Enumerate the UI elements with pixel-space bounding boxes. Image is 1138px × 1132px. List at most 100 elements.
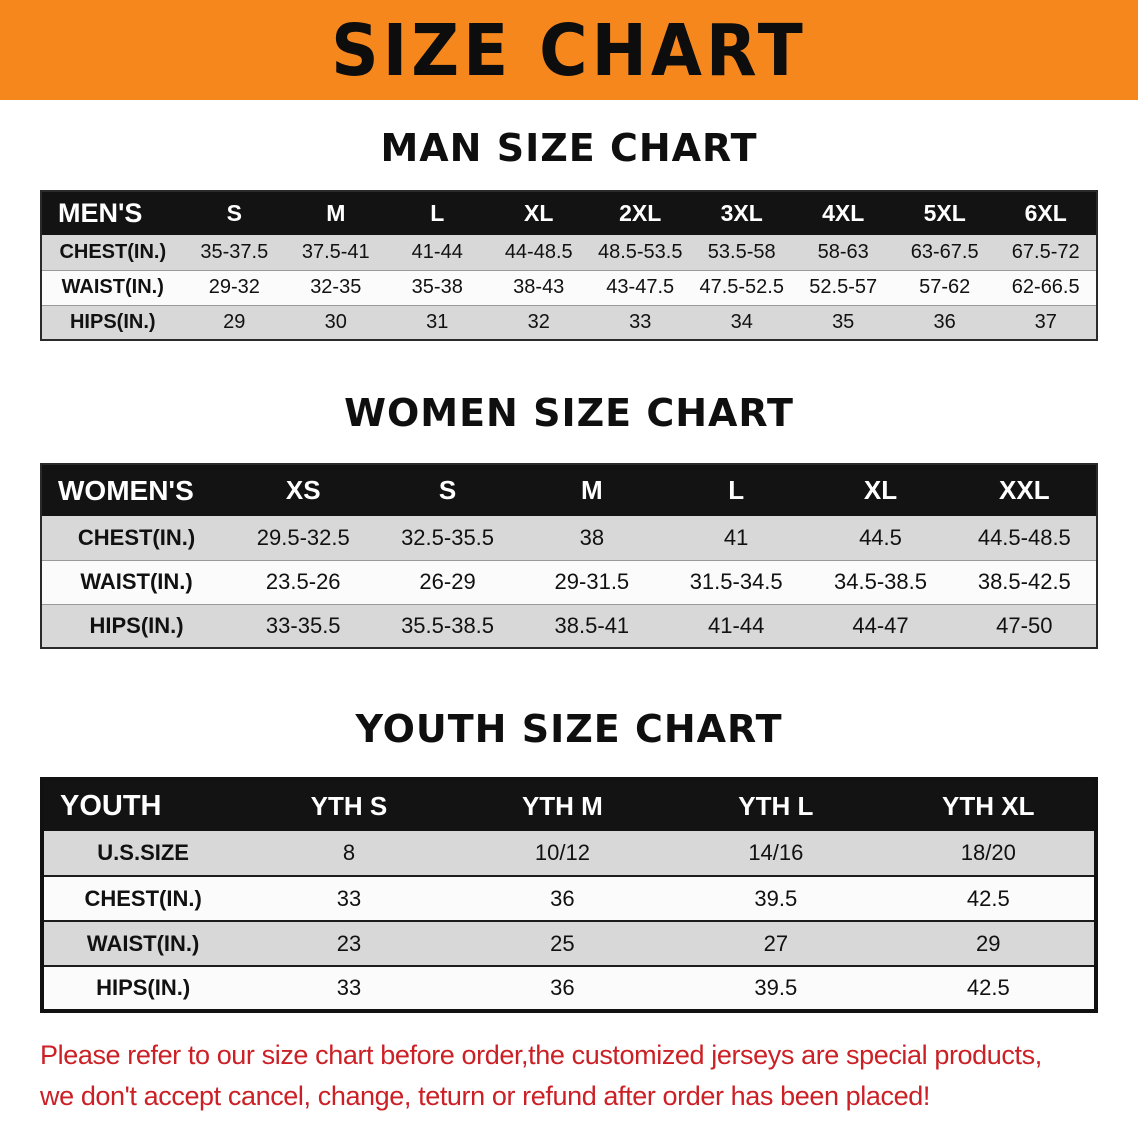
size-value: 44.5 xyxy=(859,524,902,550)
men-section-title: MAN SIZE CHART xyxy=(380,126,758,170)
size-value: 35-37.5 xyxy=(200,240,269,263)
size-value: 35.5-38.5 xyxy=(401,612,495,638)
row-label: U.S.SIZE xyxy=(97,840,189,865)
men-measurement-row: HIPS(IN.) 29 30 31 32 33 34 35 36 37 xyxy=(41,305,1097,340)
women-size-table: WOMEN'S XS S M L XL XXL CHEST(IN.) 29.5-32.5 32.5… xyxy=(40,463,1098,649)
men-table-group-label: MEN'S xyxy=(41,191,184,235)
size-value: 38.5-41 xyxy=(554,612,630,638)
men-size-column-header: 6XL xyxy=(995,191,1097,235)
disclaimer-line-2: we don't accept cancel, change, teturn o… xyxy=(40,1080,930,1111)
size-value: 29 xyxy=(223,310,246,333)
women-section-title: WOMEN SIZE CHART xyxy=(344,391,794,435)
women-size-column-header: XL xyxy=(808,464,953,516)
size-value: 25 xyxy=(550,930,575,956)
size-value: 34.5-38.5 xyxy=(834,569,927,594)
youth-size-column-header: YTH L xyxy=(669,779,883,831)
size-value: 31.5-34.5 xyxy=(689,569,783,594)
youth-size-column-header: YTH M xyxy=(455,779,670,831)
size-value: 33-35.5 xyxy=(265,612,341,638)
size-value: 39.5 xyxy=(754,885,798,911)
men-header-row: MEN'S S M L XL 2XL 3XL 4XL 5XL 6XL xyxy=(41,191,1097,235)
size-value: 32 xyxy=(527,310,550,333)
size-value: 41 xyxy=(723,524,749,550)
size-value: 37 xyxy=(1034,310,1057,333)
disclaimer: Please refer to our size chart before or… xyxy=(0,1035,1138,1116)
size-value: 8 xyxy=(342,840,356,865)
size-value: 38 xyxy=(579,524,605,550)
size-value: 14/16 xyxy=(748,840,804,865)
size-value: 42.5 xyxy=(966,885,1010,911)
size-value: 37.5-41 xyxy=(301,240,370,263)
row-label: CHEST(IN.) xyxy=(77,524,196,550)
size-value: 44.5-48.5 xyxy=(977,524,1071,550)
youth-section: YOUTH SIZE CHART YOUTH YTH S YTH M YTH L YTH… xyxy=(0,707,1138,1013)
women-measurement-row: WAIST(IN.) 23.5-26 26-29 29-31.5 31.5-34.5 34… xyxy=(41,560,1097,604)
men-size-table: MEN'S S M L XL 2XL 3XL 4XL 5XL 6XL CHEST(IN.) 35-37… xyxy=(40,190,1098,341)
size-value: 31 xyxy=(426,310,449,333)
size-value: 23 xyxy=(336,930,362,956)
men-size-column-header: XL xyxy=(488,191,590,235)
women-table-group-label: WOMEN'S xyxy=(41,464,232,516)
size-value: 29-31.5 xyxy=(554,569,630,594)
size-value: 35-38 xyxy=(411,276,463,298)
women-measurement-row: CHEST(IN.) 29.5-32.5 32.5-35.5 38 41 44.5 44.5… xyxy=(41,516,1097,560)
size-value: 29.5-32.5 xyxy=(256,524,350,550)
size-value: 33 xyxy=(629,310,652,333)
size-value: 41-44 xyxy=(708,612,765,638)
size-value: 42.5 xyxy=(966,975,1010,1000)
men-size-column-header: 2XL xyxy=(589,191,691,235)
row-label: HIPS(IN.) xyxy=(69,310,156,333)
row-label: HIPS(IN.) xyxy=(89,612,184,638)
women-size-column-header: S xyxy=(375,464,520,516)
women-header-row: WOMEN'S XS S M L XL XXL xyxy=(41,464,1097,516)
size-value: 36 xyxy=(933,310,956,333)
youth-measurement-row: CHEST(IN.) 33 36 39.5 42.5 xyxy=(42,876,1096,921)
youth-size-table: YOUTH YTH S YTH M YTH L YTH XL U.S.SIZE 8 10/12… xyxy=(40,777,1098,1013)
men-measurement-row: CHEST(IN.) 35-37.5 37.5-41 41-44 44-48.5 48.5… xyxy=(41,235,1097,270)
row-label: WAIST(IN.) xyxy=(86,930,200,956)
size-value: 10/12 xyxy=(534,840,590,865)
size-value: 44-48.5 xyxy=(504,240,573,263)
women-measurement-row: HIPS(IN.) 33-35.5 35.5-38.5 38.5-41 41-44 44-… xyxy=(41,604,1097,648)
size-value: 58-63 xyxy=(817,240,869,263)
row-label: CHEST(IN.) xyxy=(84,885,202,911)
row-label: WAIST(IN.) xyxy=(61,276,164,298)
disclaimer-line-1: Please refer to our size chart before or… xyxy=(40,1040,1042,1070)
men-size-column-header: 5XL xyxy=(893,191,996,235)
size-value: 47.5-52.5 xyxy=(699,276,784,298)
size-value: 41-44 xyxy=(411,240,463,263)
size-value: 23.5-26 xyxy=(265,569,341,594)
youth-header-row: YOUTH YTH S YTH M YTH L YTH XL xyxy=(42,779,1096,831)
size-value: 44-47 xyxy=(852,612,909,638)
size-value: 30 xyxy=(324,310,347,333)
size-value: 18/20 xyxy=(960,840,1016,865)
women-size-column-header: XS xyxy=(231,464,376,516)
size-value: 32.5-35.5 xyxy=(401,524,495,550)
youth-table-group-label: YOUTH xyxy=(42,779,243,831)
size-value: 47-50 xyxy=(996,612,1053,638)
size-value: 43-47.5 xyxy=(606,276,675,298)
youth-size-column-header: YTH XL xyxy=(882,779,1096,831)
size-value: 53.5-58 xyxy=(707,240,776,263)
youth-size-column-header: YTH S xyxy=(242,779,456,831)
size-value: 36 xyxy=(550,885,575,911)
youth-measurement-row: WAIST(IN.) 23 25 27 29 xyxy=(42,921,1096,966)
size-value: 36 xyxy=(550,975,575,1000)
men-size-column-header: L xyxy=(386,191,488,235)
size-value: 35 xyxy=(832,310,855,333)
size-value: 38.5-42.5 xyxy=(977,569,1071,594)
youth-section-title: YOUTH SIZE CHART xyxy=(355,707,783,751)
women-size-column-header: M xyxy=(519,464,665,516)
size-value: 67.5-72 xyxy=(1011,240,1080,263)
row-label: HIPS(IN.) xyxy=(96,975,191,1000)
size-value: 62-66.5 xyxy=(1011,276,1080,298)
content: MAN SIZE CHART MEN'S S M L XL 2XL 3XL 4XL 5XL 6XL… xyxy=(0,126,1138,1013)
men-size-column-header: 4XL xyxy=(792,191,894,235)
size-value: 48.5-53.5 xyxy=(597,240,683,263)
size-value: 29-32 xyxy=(208,276,260,298)
size-value: 29 xyxy=(976,930,1001,956)
women-section: WOMEN SIZE CHART WOMEN'S XS S M L XL XXL CHEST(… xyxy=(0,391,1138,649)
men-size-column-header: 3XL xyxy=(690,191,793,235)
women-size-column-header: L xyxy=(664,464,809,516)
